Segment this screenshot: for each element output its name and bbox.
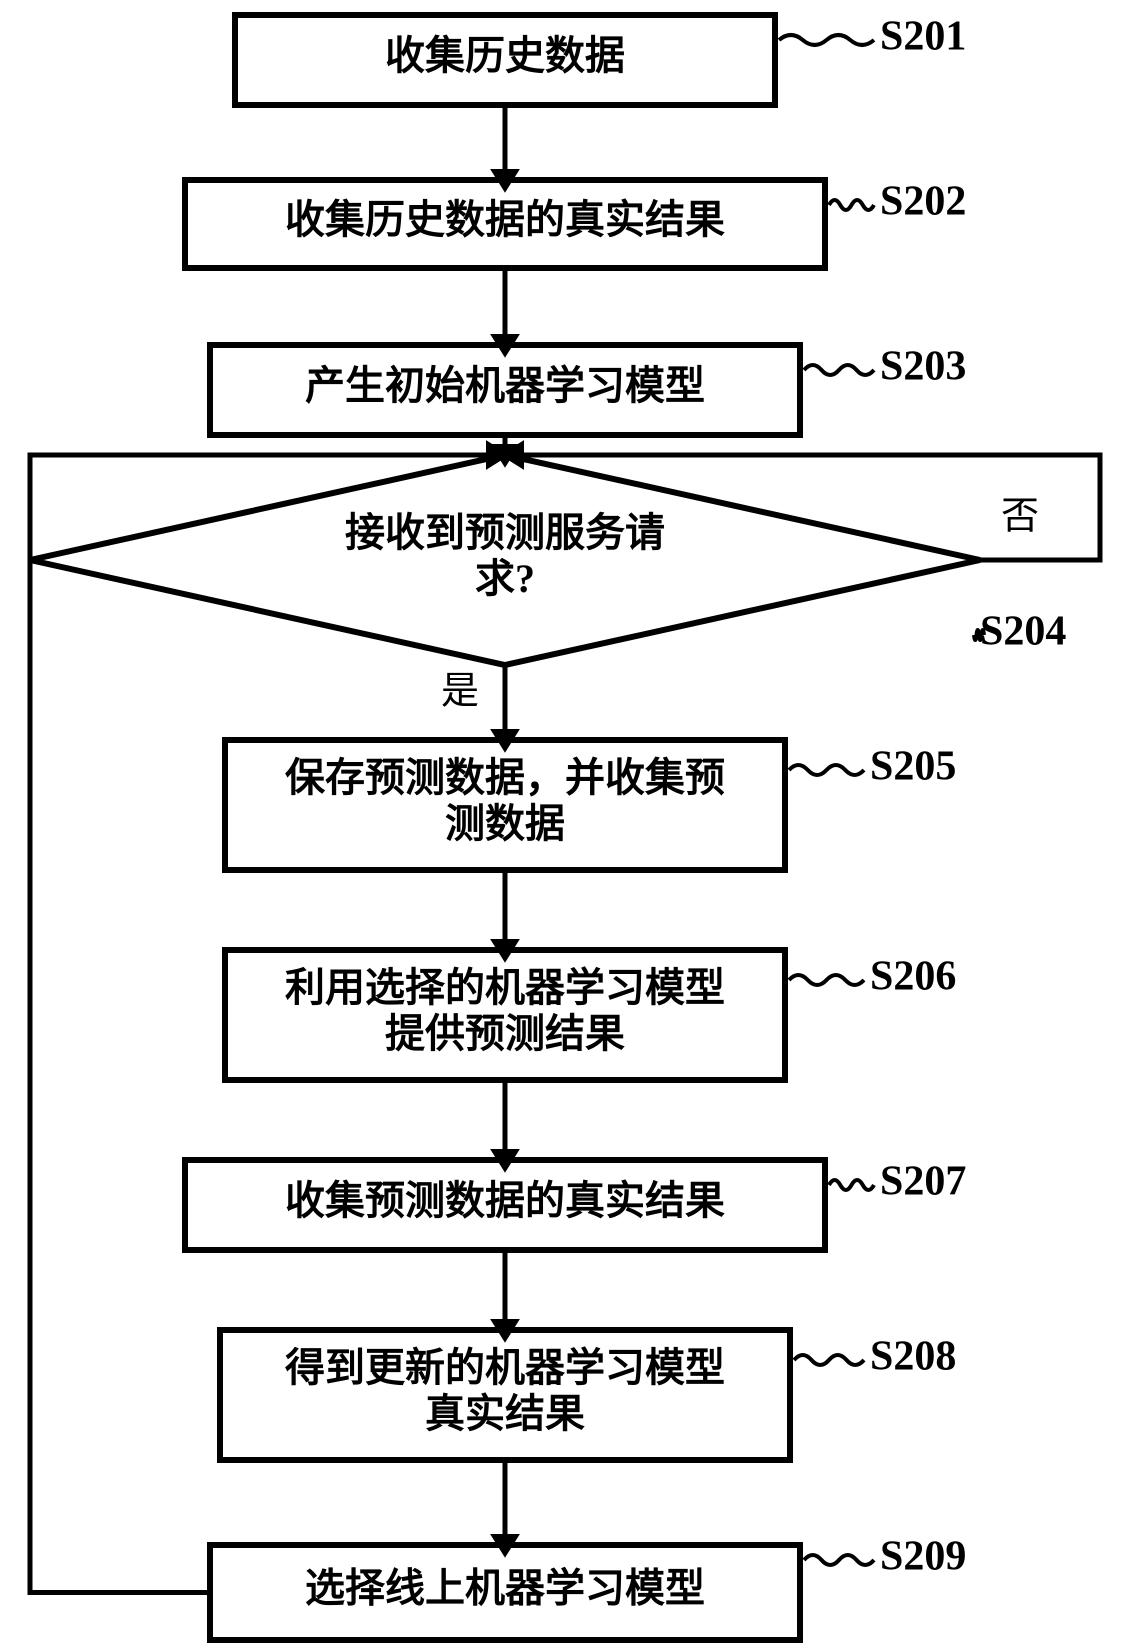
step-text: 收集历史数据 — [385, 33, 625, 78]
step-label: S209 — [880, 1534, 966, 1580]
no-label: 否 — [1001, 496, 1039, 538]
step-text: 接收到预测服务请 — [345, 510, 665, 555]
label-connector — [794, 1355, 864, 1365]
step-text: 选择线上机器学习模型 — [305, 1566, 705, 1611]
step-text: 收集预测数据的真实结果 — [285, 1178, 725, 1223]
step-text: 测数据 — [445, 801, 565, 846]
step-label: S204 — [980, 609, 1066, 655]
step-label: S203 — [880, 344, 966, 390]
step-label: S207 — [880, 1159, 966, 1205]
step-text: 保存预测数据，并收集预 — [285, 755, 725, 800]
step-label: S205 — [870, 744, 956, 790]
step-text: 收集历史数据的真实结果 — [285, 197, 725, 242]
step-label: S201 — [880, 14, 966, 60]
yes-label: 是 — [441, 671, 479, 713]
label-connector — [789, 765, 864, 775]
step-S202: 收集历史数据的真实结果 — [185, 180, 825, 268]
step-S204: 接收到预测服务请求? — [30, 455, 980, 665]
step-S205: 保存预测数据，并收集预测数据 — [225, 740, 785, 870]
label-connector — [829, 200, 874, 210]
step-text: 提供预测结果 — [385, 1011, 625, 1056]
step-S203: 产生初始机器学习模型 — [210, 345, 800, 435]
step-S208: 得到更新的机器学习模型真实结果 — [220, 1330, 790, 1460]
step-text: 产生初始机器学习模型 — [305, 363, 705, 408]
label-connector — [779, 35, 874, 45]
step-S206: 利用选择的机器学习模型提供预测结果 — [225, 950, 785, 1080]
label-connector — [804, 1555, 874, 1565]
step-label: S206 — [870, 954, 956, 1000]
label-connector — [789, 975, 864, 985]
step-S201: 收集历史数据 — [235, 15, 775, 105]
label-connector — [804, 365, 874, 375]
step-text: 求? — [475, 556, 535, 601]
step-text: 利用选择的机器学习模型 — [285, 965, 725, 1010]
step-text: 真实结果 — [425, 1391, 585, 1436]
step-label: S202 — [880, 179, 966, 225]
step-label: S208 — [870, 1334, 956, 1380]
step-text: 得到更新的机器学习模型 — [285, 1345, 725, 1390]
step-S209: 选择线上机器学习模型 — [210, 1545, 800, 1640]
label-connector — [829, 1180, 874, 1190]
step-S207: 收集预测数据的真实结果 — [185, 1160, 825, 1250]
